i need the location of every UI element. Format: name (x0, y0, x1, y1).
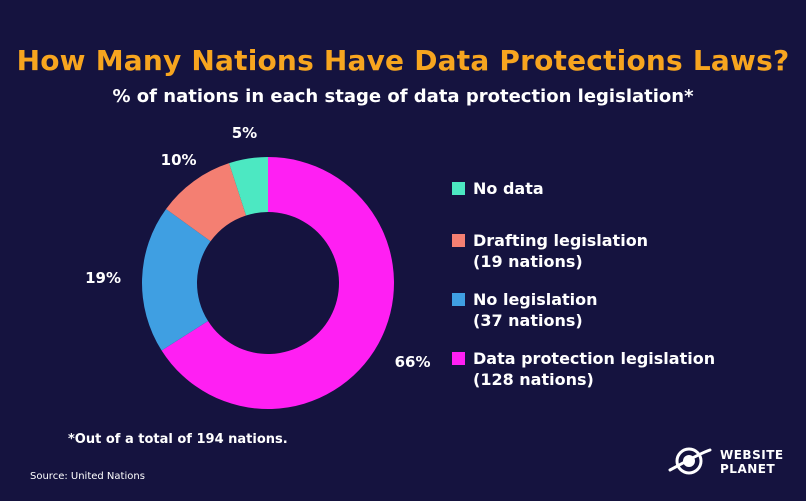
legend-text: Drafting legislation (19 nations) (473, 230, 648, 272)
footnote: *Out of a total of 194 nations. (68, 432, 288, 447)
legend-label: Drafting legislation (473, 231, 649, 250)
chart-title: How Many Nations Have Data Protections L… (16, 44, 790, 77)
legend-detail: (19 nations) (473, 252, 583, 271)
legend-swatch (452, 234, 465, 247)
legend-label: No data (473, 179, 544, 198)
percent-label-no-legislation: 19% (85, 268, 121, 287)
percent-label-no-data: 5% (231, 123, 258, 142)
legend-text: Data protection legislation (128 nations) (473, 348, 715, 390)
slice-data-protection-legislation (161, 157, 394, 409)
legend-swatch (452, 352, 465, 365)
brand-line-2: PLANET (720, 462, 776, 476)
chart-subtitle: % of nations in each stage of data prote… (112, 86, 694, 107)
legend-text: No legislation (37 nations) (473, 289, 598, 331)
legend-text: No data (473, 178, 544, 199)
legend-swatch (452, 182, 465, 195)
brand-line-1: WEBSITE (720, 448, 784, 462)
legend-swatch (452, 293, 465, 306)
legend-label: No legislation (473, 290, 598, 309)
legend-detail: (128 nations) (473, 370, 594, 389)
source-note: Source: United Nations (30, 471, 145, 482)
percent-label-drafting-legislation: 10% (160, 151, 197, 170)
legend-label: Data protection legislation (473, 349, 716, 368)
percent-label-data-protection-legislation: 66% (394, 353, 431, 372)
slice-drafting-legislation (166, 163, 247, 242)
slice-no-legislation (141, 208, 211, 351)
slice-no-data (229, 157, 268, 216)
planet-logo-icon (668, 447, 712, 475)
legend-detail: (37 nations) (473, 311, 583, 330)
